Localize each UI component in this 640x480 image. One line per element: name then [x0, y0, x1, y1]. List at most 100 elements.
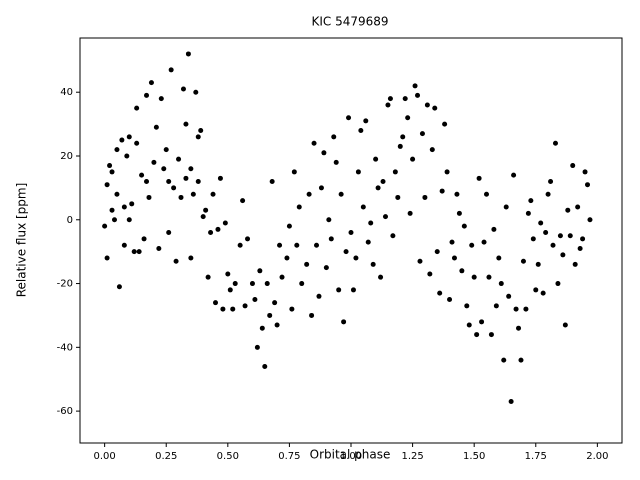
point	[225, 271, 231, 277]
point	[119, 137, 125, 143]
point	[299, 281, 305, 287]
point	[213, 300, 218, 306]
point	[306, 191, 312, 197]
point	[503, 204, 509, 210]
point	[144, 92, 150, 98]
point	[350, 287, 356, 293]
point	[134, 140, 140, 146]
point	[535, 261, 541, 267]
point	[309, 312, 315, 318]
point	[540, 290, 546, 296]
point	[390, 233, 396, 239]
point	[447, 296, 453, 302]
point	[272, 300, 278, 306]
point	[116, 284, 122, 290]
point	[259, 325, 265, 331]
point	[126, 217, 132, 223]
point	[180, 86, 186, 92]
x-tick-label: 1.25	[401, 451, 423, 462]
point	[400, 134, 406, 140]
point	[220, 306, 226, 312]
point	[161, 166, 167, 172]
point	[439, 188, 445, 194]
point	[190, 191, 196, 197]
point	[230, 306, 236, 312]
point	[240, 198, 246, 204]
point	[183, 121, 189, 127]
point	[555, 281, 561, 287]
point	[232, 281, 238, 287]
point	[582, 169, 588, 175]
point	[501, 357, 507, 363]
point	[520, 258, 526, 264]
point	[326, 217, 332, 223]
point	[153, 124, 159, 130]
point	[284, 255, 290, 261]
point	[587, 217, 593, 223]
point	[343, 249, 349, 255]
y-tick-label: 40	[60, 87, 73, 98]
point	[577, 245, 583, 251]
point	[427, 271, 433, 277]
y-tick-label: -40	[57, 342, 73, 353]
point	[370, 261, 376, 267]
point	[121, 242, 127, 248]
point	[151, 159, 157, 165]
point	[449, 239, 455, 245]
point	[437, 290, 443, 296]
point	[168, 67, 174, 73]
point	[333, 159, 339, 165]
point	[550, 242, 556, 248]
y-tick-label: 0	[67, 215, 73, 226]
point	[365, 239, 371, 245]
x-tick-label: 1.50	[463, 451, 485, 462]
point	[580, 236, 586, 242]
point	[516, 325, 522, 331]
x-tick-label: 0.75	[278, 451, 300, 462]
point	[156, 245, 162, 251]
point	[249, 281, 255, 287]
point	[397, 143, 403, 149]
point	[109, 169, 115, 175]
point	[102, 223, 108, 229]
x-tick-label: 1.00	[340, 451, 362, 462]
point	[565, 207, 571, 213]
point	[318, 185, 324, 191]
point	[385, 102, 391, 108]
point	[210, 191, 216, 197]
point	[195, 179, 201, 185]
point	[530, 236, 536, 242]
point	[193, 89, 199, 95]
point	[471, 274, 477, 280]
point	[286, 223, 292, 229]
point	[126, 134, 132, 140]
point	[311, 140, 317, 146]
point	[242, 303, 248, 309]
point	[469, 242, 475, 248]
point	[148, 80, 154, 86]
point	[328, 236, 334, 242]
point	[548, 179, 554, 185]
point	[254, 344, 260, 350]
point	[560, 252, 566, 258]
point	[262, 363, 268, 369]
point	[459, 268, 465, 274]
point	[183, 175, 189, 181]
point	[114, 147, 120, 153]
point	[200, 214, 206, 220]
x-tick-label: 1.75	[525, 451, 547, 462]
point	[511, 172, 517, 178]
point	[528, 198, 534, 204]
point	[107, 163, 113, 169]
point	[506, 293, 512, 299]
point	[405, 115, 411, 121]
point	[245, 236, 251, 242]
point	[158, 96, 164, 102]
point	[417, 258, 423, 264]
point	[444, 169, 450, 175]
point	[208, 230, 214, 236]
point	[316, 293, 322, 299]
x-tick-label: 2.00	[586, 451, 608, 462]
point	[402, 96, 408, 102]
